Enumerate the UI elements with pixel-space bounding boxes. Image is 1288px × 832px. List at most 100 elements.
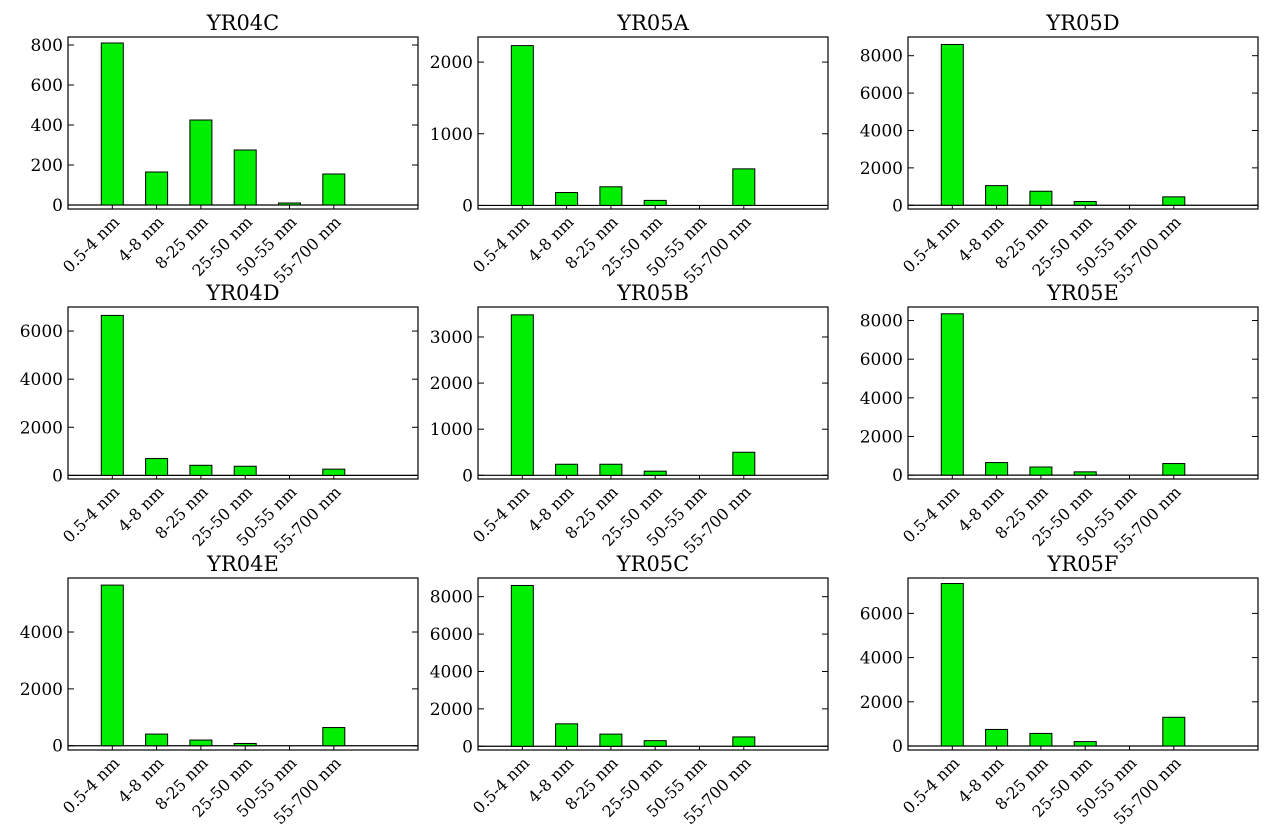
- y-tick-label: 0: [462, 737, 473, 757]
- y-tick-label: 6000: [860, 84, 903, 104]
- bar: [322, 468, 346, 476]
- y-tick-label: 4000: [860, 649, 903, 669]
- y-tick-label: 2000: [860, 159, 903, 179]
- x-tick-label: 0.5-4 nm: [469, 482, 533, 546]
- y-tick-label: 2000: [430, 53, 473, 73]
- x-tick-label: 0.5-4 nm: [59, 482, 123, 546]
- bar: [599, 733, 623, 747]
- bar: [985, 462, 1009, 476]
- plot-frame: [477, 577, 829, 751]
- y-tick-label: 0: [892, 737, 903, 757]
- bar: [189, 464, 213, 476]
- y-tick-label: 2000: [860, 693, 903, 713]
- y-tick-label: 1000: [430, 420, 473, 440]
- y-tick-label: 400: [31, 116, 63, 136]
- bar: [322, 173, 346, 206]
- bar: [100, 584, 124, 747]
- chart-title: YR04E: [206, 552, 279, 576]
- bar: [940, 313, 964, 476]
- y-tick-label: 0: [462, 466, 473, 486]
- x-tick-label: 0.5-4 nm: [469, 753, 533, 817]
- x-tick-label: 0.5-4 nm: [899, 753, 963, 817]
- y-tick-label: 8000: [430, 588, 473, 608]
- y-tick-label: 6000: [430, 625, 473, 645]
- bar: [322, 727, 346, 747]
- bar: [555, 463, 579, 476]
- bar: [189, 739, 213, 747]
- y-tick-label: 4000: [20, 623, 63, 643]
- bar: [510, 584, 534, 747]
- chart-title: YR05B: [616, 281, 689, 305]
- bar: [233, 149, 257, 206]
- y-tick-label: 6000: [20, 322, 63, 342]
- bar: [1073, 471, 1097, 476]
- chart-title: YR04D: [205, 281, 279, 305]
- y-tick-label: 8000: [860, 312, 903, 332]
- bar: [145, 458, 169, 476]
- bar: [1073, 741, 1097, 747]
- plot-frame: [907, 36, 1259, 210]
- x-tick-label: 0.5-4 nm: [469, 212, 533, 276]
- y-tick-label: 0: [892, 196, 903, 216]
- y-tick-label: 0: [892, 466, 903, 486]
- bar: [732, 736, 756, 747]
- bar: [510, 314, 534, 476]
- bar: [510, 45, 534, 206]
- y-tick-label: 0: [52, 196, 63, 216]
- bar: [985, 728, 1009, 747]
- y-tick-label: 4000: [430, 662, 473, 682]
- y-tick-label: 4000: [20, 370, 63, 390]
- plot-frame: [67, 36, 419, 210]
- y-tick-label: 0: [462, 196, 473, 216]
- bar: [643, 740, 667, 747]
- chart-title: YR04C: [206, 11, 279, 35]
- bar: [1162, 196, 1186, 206]
- bar: [599, 186, 623, 206]
- bar: [100, 314, 124, 476]
- chart-title: YR05A: [616, 11, 689, 35]
- y-tick-label: 2000: [430, 374, 473, 394]
- x-tick-label: 0.5-4 nm: [59, 753, 123, 817]
- y-tick-label: 1000: [430, 125, 473, 145]
- bar: [278, 202, 301, 206]
- bar: [940, 43, 964, 206]
- x-tick-label: 0.5-4 nm: [899, 482, 963, 546]
- plot-frame: [67, 306, 419, 480]
- bar: [233, 465, 257, 476]
- bar: [189, 119, 213, 206]
- y-tick-label: 4000: [860, 389, 903, 409]
- y-tick-label: 3000: [430, 328, 473, 348]
- bar: [233, 742, 257, 747]
- plot-frame: [907, 577, 1259, 751]
- plot-frame: [477, 306, 829, 480]
- bar: [643, 199, 667, 206]
- chart-title: YR05E: [1046, 281, 1119, 305]
- bar: [1029, 732, 1053, 747]
- bar: [1029, 466, 1053, 476]
- plot-frame: [477, 36, 829, 210]
- y-tick-label: 2000: [860, 427, 903, 447]
- y-tick-label: 6000: [860, 604, 903, 624]
- y-tick-label: 8000: [860, 47, 903, 67]
- y-tick-label: 200: [31, 156, 63, 176]
- y-tick-label: 800: [31, 36, 63, 56]
- bar: [599, 463, 623, 476]
- bar: [1162, 716, 1186, 747]
- y-tick-label: 0: [52, 466, 63, 486]
- y-tick-label: 600: [31, 76, 63, 96]
- y-tick-label: 2000: [20, 680, 63, 700]
- bar: [555, 723, 579, 747]
- y-tick-label: 4000: [860, 121, 903, 141]
- bar: [145, 171, 169, 206]
- chart-title: YR05F: [1047, 552, 1119, 576]
- plot-frame: [907, 306, 1259, 480]
- plot-frame: [67, 577, 419, 751]
